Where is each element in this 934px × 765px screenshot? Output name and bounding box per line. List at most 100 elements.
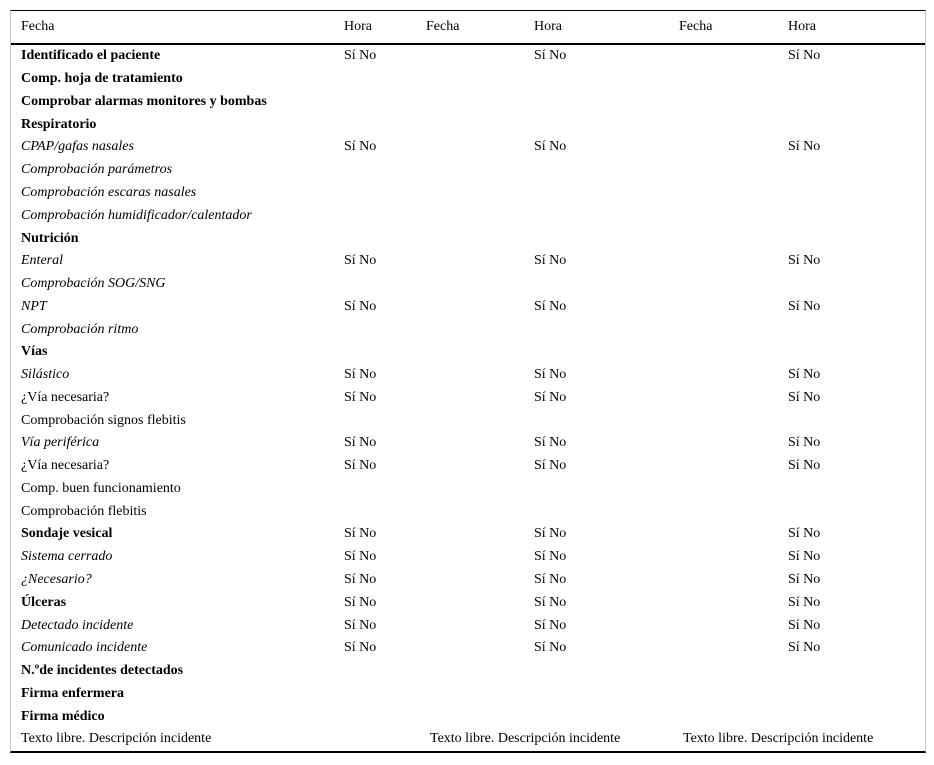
si-no-option: Sí No (788, 549, 821, 565)
table-row: Comp. buen funcionamiento (11, 478, 925, 501)
si-no-option: Sí No (344, 367, 377, 383)
free-text-label: Texto libre. Descripción incidente (430, 731, 621, 747)
si-no-option: Sí No (534, 253, 567, 269)
si-no-option: Sí No (344, 458, 377, 474)
si-no-option: Sí No (534, 367, 567, 383)
table-row: Comprobación SOG/SNG (11, 273, 925, 296)
si-no-option: Sí No (788, 253, 821, 269)
row-label: Sondaje vesical (21, 526, 113, 542)
row-label: Comp. hoja de tratamiento (21, 71, 183, 87)
row-label: Vía periférica (21, 435, 100, 451)
si-no-option: Sí No (344, 594, 377, 610)
row-label: Enteral (21, 253, 63, 269)
si-no-option: Sí No (788, 389, 821, 405)
row-label: Comprobación parámetros (21, 162, 173, 178)
si-no-option: Sí No (344, 389, 377, 405)
table-row: Sistema cerrado Sí No Sí No Sí No (11, 546, 925, 569)
table-row: Firma enfermera (11, 682, 925, 705)
table-row: Úlceras Sí No Sí No Sí No (11, 591, 925, 614)
si-no-option: Sí No (534, 571, 567, 587)
table-row: ¿Vía necesaria? Sí No Sí No Sí No (11, 455, 925, 478)
table-row: Enteral Sí No Sí No Sí No (11, 250, 925, 273)
table-row: Detectado incidente Sí No Sí No Sí No (11, 614, 925, 637)
si-no-option: Sí No (344, 617, 377, 633)
row-label: Nutrición (21, 230, 79, 246)
row-label: Respiratorio (21, 116, 97, 132)
si-no-option: Sí No (344, 298, 377, 314)
si-no-option: Sí No (344, 571, 377, 587)
column-header-hora-2: Hora (534, 19, 562, 34)
row-label: Comprobación humidificador/calentador (21, 207, 252, 223)
row-label: Vías (21, 344, 48, 360)
si-no-option: Sí No (534, 617, 567, 633)
table-row: Respiratorio (11, 113, 925, 136)
si-no-option: Sí No (788, 594, 821, 610)
table-row: Comprobación ritmo (11, 318, 925, 341)
si-no-option: Sí No (534, 526, 567, 542)
row-label: N.ºde incidentes detectados (21, 663, 184, 679)
row-label: Comprobación escaras nasales (21, 184, 197, 200)
si-no-option: Sí No (534, 594, 567, 610)
table-row: Comprobación flebitis (11, 500, 925, 523)
si-no-option: Sí No (788, 571, 821, 587)
table-row: Comprobación escaras nasales (11, 182, 925, 205)
si-no-option: Sí No (534, 549, 567, 565)
column-header-fecha-1: Fecha (21, 19, 55, 34)
si-no-option: Sí No (534, 435, 567, 451)
row-label: Úlceras (21, 594, 67, 610)
row-label: Comprobación ritmo (21, 321, 139, 337)
row-label: Comprobar alarmas monitores y bombas (21, 93, 267, 109)
row-label: Firma médico (21, 708, 105, 724)
row-label: Comprobación SOG/SNG (21, 276, 166, 292)
free-text-label: Texto libre. Descripción incidente (21, 731, 212, 747)
table-row: N.ºde incidentes detectados (11, 660, 925, 683)
row-label: ¿Necesario? (21, 571, 92, 587)
row-label: Comprobación flebitis (21, 503, 147, 519)
table-row: Vía periférica Sí No Sí No Sí No (11, 432, 925, 455)
table-row: Sondaje vesical Sí No Sí No Sí No (11, 523, 925, 546)
si-no-option: Sí No (344, 435, 377, 451)
si-no-option: Sí No (788, 617, 821, 633)
table-row: Vías (11, 341, 925, 364)
table-row: NPT Sí No Sí No Sí No (11, 295, 925, 318)
row-label: Comp. buen funcionamiento (21, 480, 181, 496)
si-no-option: Sí No (788, 367, 821, 383)
table-header-row: Fecha Hora Fecha Hora Fecha Hora (11, 11, 925, 45)
si-no-option: Sí No (344, 640, 377, 656)
si-no-option: Sí No (788, 48, 821, 64)
row-label: Firma enfermera (21, 685, 124, 701)
si-no-option: Sí No (788, 640, 821, 656)
free-text-row: Texto libre. Descripción incidente Texto… (11, 728, 925, 751)
table-row: Silástico Sí No Sí No Sí No (11, 364, 925, 387)
row-label: Silástico (21, 367, 70, 383)
row-label: Comprobación signos flebitis (21, 412, 186, 428)
si-no-option: Sí No (534, 48, 567, 64)
table-row: CPAP/gafas nasales Sí No Sí No Sí No (11, 136, 925, 159)
si-no-option: Sí No (344, 253, 377, 269)
table-row: ¿Vía necesaria? Sí No Sí No Sí No (11, 386, 925, 409)
row-label: ¿Vía necesaria? (21, 458, 110, 474)
table-row: ¿Necesario? Sí No Sí No Sí No (11, 569, 925, 592)
column-header-hora-3: Hora (788, 19, 816, 34)
table-row: Comp. hoja de tratamiento (11, 68, 925, 91)
table-row: Comprobar alarmas monitores y bombas (11, 91, 925, 114)
table-row: Comunicado incidente Sí No Sí No Sí No (11, 637, 925, 660)
table-body: Identificado el paciente Sí No Sí No Sí No C… (11, 45, 925, 728)
si-no-option: Sí No (788, 435, 821, 451)
table-row: Comprobación parámetros (11, 159, 925, 182)
row-label: Detectado incidente (21, 617, 134, 633)
row-label: Identificado el paciente (21, 48, 161, 64)
column-header-fecha-2: Fecha (426, 19, 460, 34)
free-text-label: Texto libre. Descripción incidente (683, 731, 874, 747)
si-no-option: Sí No (788, 458, 821, 474)
row-label: Sistema cerrado (21, 549, 113, 565)
si-no-option: Sí No (534, 640, 567, 656)
si-no-option: Sí No (788, 298, 821, 314)
column-header-fecha-3: Fecha (679, 19, 713, 34)
table-row: Firma médico (11, 705, 925, 728)
table-row: Comprobación signos flebitis (11, 409, 925, 432)
si-no-option: Sí No (534, 298, 567, 314)
si-no-option: Sí No (344, 549, 377, 565)
si-no-option: Sí No (344, 139, 377, 155)
